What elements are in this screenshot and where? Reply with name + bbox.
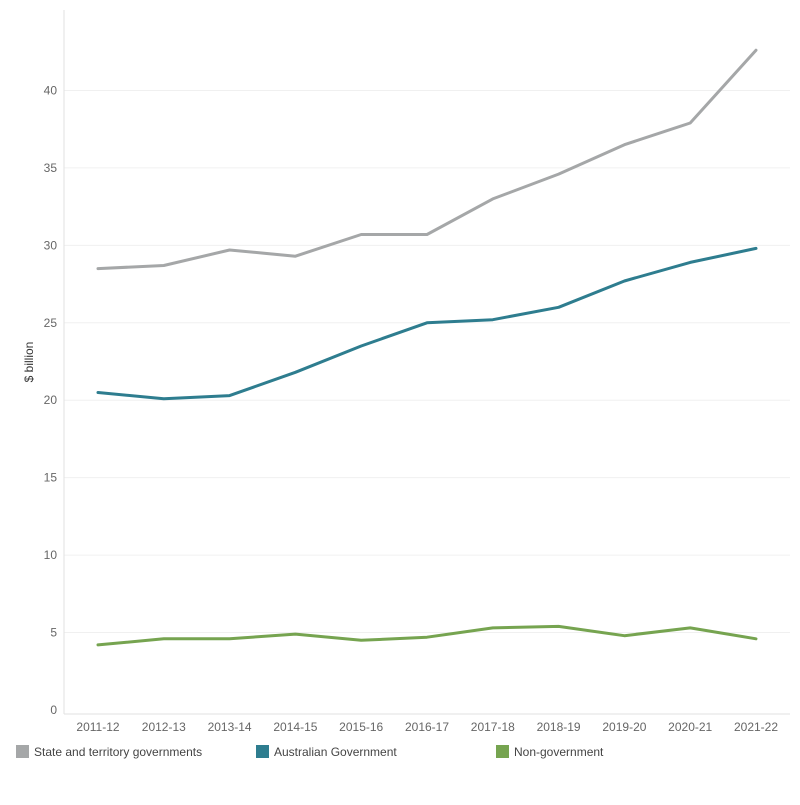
y-tick-label: 0 bbox=[50, 703, 57, 717]
y-tick-label: 40 bbox=[44, 83, 58, 97]
y-tick-label: 10 bbox=[44, 548, 58, 562]
x-tick-label: 2021-22 bbox=[734, 720, 778, 734]
x-tick-label: 2013-14 bbox=[208, 720, 252, 734]
x-tick-label: 2011-12 bbox=[76, 720, 119, 734]
legend-label: State and territory governments bbox=[34, 745, 202, 759]
y-tick-label: 5 bbox=[50, 626, 57, 640]
axes: 0 5 10 15 20 25 30 35 40 2011-12 2012-13 2013-14 201… bbox=[44, 10, 790, 734]
x-tick-label: 2017-18 bbox=[471, 720, 515, 734]
x-tick-label: 2015-16 bbox=[339, 720, 383, 734]
gridlines bbox=[64, 89, 790, 634]
x-tick-label: 2012-13 bbox=[142, 720, 186, 734]
series-line-non-government bbox=[96, 624, 758, 647]
x-tick-label: 2019-20 bbox=[602, 720, 646, 734]
legend-swatch bbox=[256, 745, 269, 758]
x-tick-label: 2016-17 bbox=[405, 720, 449, 734]
series-line-australian-government bbox=[96, 246, 758, 401]
y-tick-label: 30 bbox=[44, 238, 58, 252]
y-tick-label: 20 bbox=[44, 393, 58, 407]
legend-swatch bbox=[496, 745, 509, 758]
x-tick-label: 2020-21 bbox=[668, 720, 712, 734]
y-tick-label: 25 bbox=[44, 316, 58, 330]
series-line-state-and-territory-governments bbox=[96, 48, 758, 271]
legend-swatch bbox=[16, 745, 29, 758]
x-tick-label: 2018-19 bbox=[537, 720, 581, 734]
y-axis-title: $ billion bbox=[22, 342, 36, 383]
y-tick-label: 15 bbox=[44, 471, 58, 485]
series-lines bbox=[96, 48, 758, 647]
legend: State and territory governments Australia… bbox=[16, 745, 604, 759]
y-tick-label: 35 bbox=[44, 161, 58, 175]
x-tick-label: 2014-15 bbox=[273, 720, 317, 734]
legend-label: Australian Government bbox=[274, 745, 397, 759]
legend-label: Non-government bbox=[514, 745, 604, 759]
